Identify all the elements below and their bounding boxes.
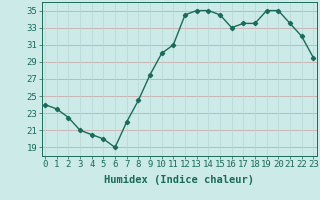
X-axis label: Humidex (Indice chaleur): Humidex (Indice chaleur) xyxy=(104,175,254,185)
